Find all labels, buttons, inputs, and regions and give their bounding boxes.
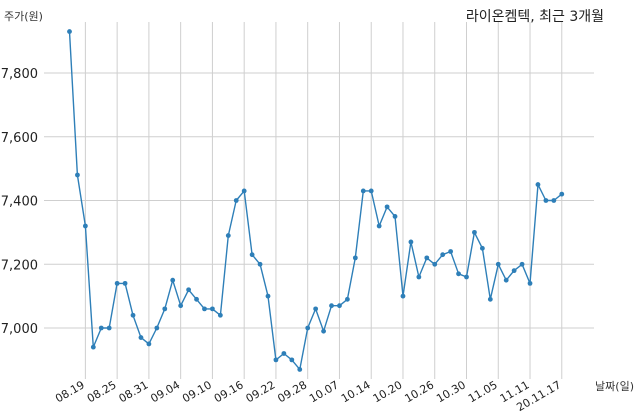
price-point [345,296,350,302]
price-point [289,357,295,363]
price-point [408,239,414,245]
price-point [241,188,247,194]
price-point [225,233,231,238]
price-point [114,280,120,286]
x-tick-label: 09.10 [180,378,214,405]
price-point [186,287,192,293]
x-tick-label: 10.26 [402,378,436,405]
price-point [448,249,454,254]
x-tick-label: 10.30 [434,378,468,405]
price-point [273,357,279,363]
price-point [543,198,549,203]
price-point [376,223,382,229]
price-point [98,325,104,331]
x-axis-label: 날짜(일) [595,380,634,393]
price-point [392,214,398,219]
price-point [337,303,342,309]
price-point [321,328,326,334]
x-tick-label: 08.25 [85,378,119,405]
price-point [551,198,557,203]
price-point [217,312,223,318]
price-point [297,367,303,372]
price-point [130,312,136,318]
price-point [265,293,271,299]
x-tick-label: 10.07 [307,378,341,405]
price-point [527,280,533,286]
price-point [352,255,358,261]
price-point [82,223,88,229]
price-point [313,306,319,312]
x-tick-label: 09.04 [148,378,182,405]
price-point [519,261,525,267]
price-point [440,252,446,258]
y-tick-label: 7,400 [1,195,38,210]
price-point [122,280,128,286]
price-point [472,229,477,235]
price-point [90,344,96,350]
y-tick-label: 7,800 [1,67,38,82]
y-tick-label: 7,600 [1,131,38,146]
price-point [202,306,207,312]
price-point [67,29,72,34]
price-point [75,172,80,178]
price-point [210,306,215,312]
price-point [178,303,184,309]
price-point [281,351,287,356]
price-point [106,325,112,331]
price-point [146,341,152,347]
price-point [559,191,565,197]
price-point [495,261,501,267]
price-point [194,296,199,302]
price-point [305,325,311,331]
x-tick-label: 10.14 [339,378,373,405]
x-tick-label: 10.20 [371,378,405,405]
price-point [329,303,334,309]
price-point [138,335,144,340]
x-tick-label: 09.16 [212,378,246,405]
price-point [400,293,406,299]
price-point [424,255,430,261]
y-tick-label: 7,200 [1,258,38,273]
price-point [233,198,239,203]
price-point [162,306,168,312]
x-tick-label: 08.19 [53,378,87,405]
price-point [170,277,176,283]
price-point [384,204,390,210]
price-point [456,271,461,277]
price-point [487,296,493,302]
price-point [464,274,469,280]
price-point [368,188,374,194]
price-point [503,277,509,283]
price-point [249,252,255,258]
price-point [535,182,541,187]
price-point [432,261,438,267]
chart-title: 라이온켐텍, 최근 3개월 [465,9,604,25]
y-tick-label: 7,000 [1,322,38,337]
y-axis-label: 주가(원) [4,10,43,23]
price-point [154,325,160,331]
price-point [257,261,263,267]
price-point [416,274,422,280]
x-tick-label: 08.31 [117,378,151,405]
x-tick-label: 11.05 [466,378,500,405]
x-tick-label: 09.22 [244,378,278,405]
price-point [360,188,366,194]
price-point [479,245,485,251]
x-tick-label: 09.28 [275,378,309,405]
price-point [511,268,517,274]
